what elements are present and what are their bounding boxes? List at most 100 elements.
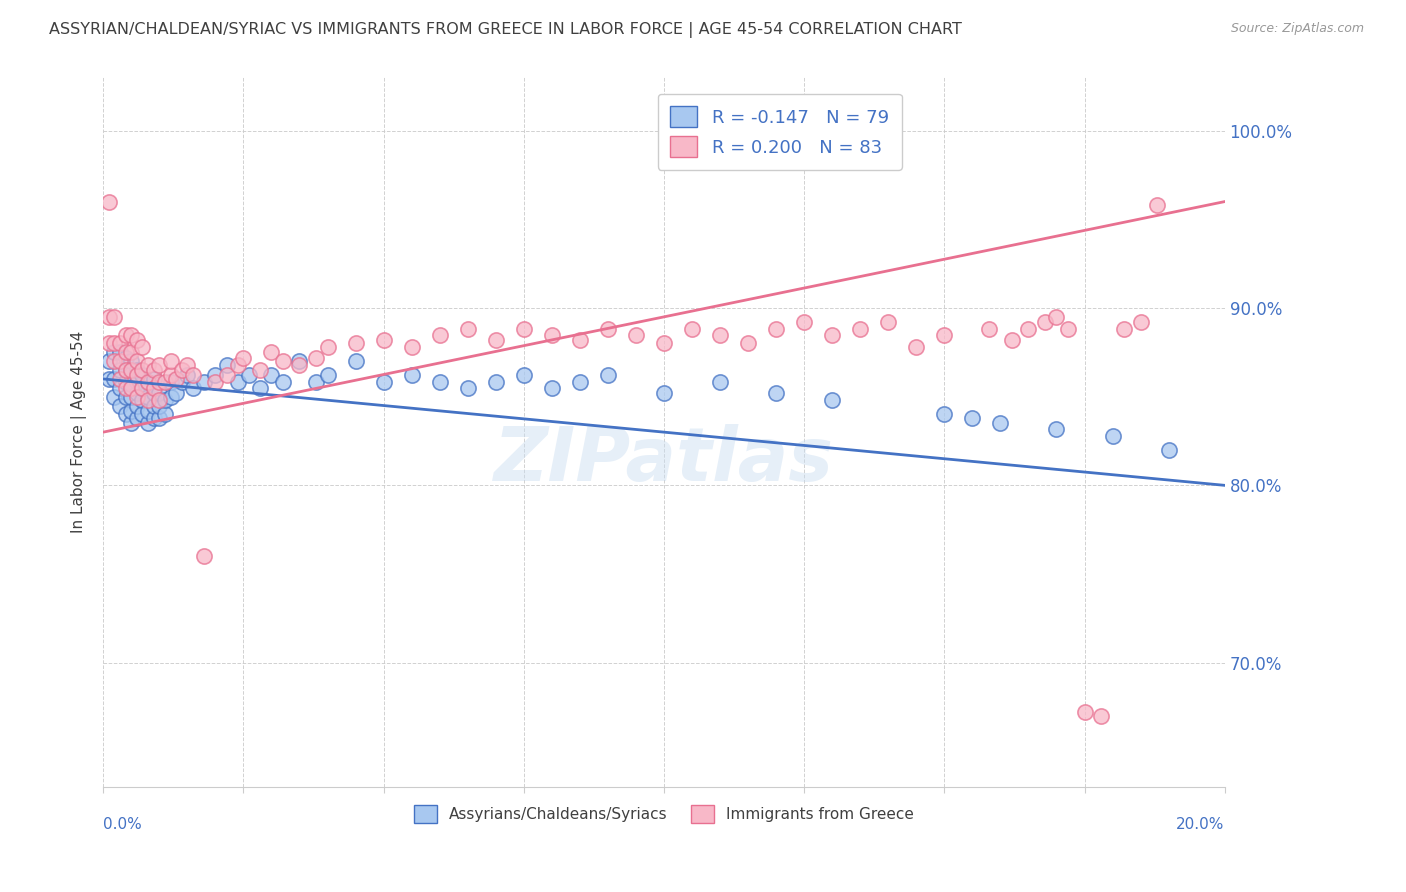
Point (120, 404, 142, 418)
Point (170, 363, 193, 377)
Point (125, 411, 148, 425)
Text: 0.0%: 0.0% (103, 817, 142, 832)
Point (114, 376, 136, 390)
Point (125, 399, 148, 413)
Point (232, 351, 254, 365)
Point (131, 340, 153, 354)
Point (765, 386, 787, 401)
Point (204, 376, 226, 390)
Point (120, 381, 142, 395)
Point (108, 399, 131, 413)
Point (131, 381, 153, 395)
Point (249, 363, 271, 377)
Point (215, 368, 238, 383)
Point (1090, 709, 1112, 723)
Point (1129, 315, 1152, 329)
Point (1073, 706, 1095, 720)
Text: Source: ZipAtlas.com: Source: ZipAtlas.com (1230, 22, 1364, 36)
Point (125, 368, 148, 383)
Point (108, 372, 131, 386)
Point (596, 368, 619, 383)
Point (159, 376, 181, 390)
Point (170, 376, 193, 390)
Text: ZIPatlas: ZIPatlas (494, 424, 834, 497)
Point (142, 372, 165, 386)
Point (103, 354, 125, 368)
Point (125, 376, 148, 390)
Point (540, 327, 562, 342)
Point (176, 368, 198, 383)
Point (165, 386, 187, 401)
Point (148, 376, 170, 390)
Point (429, 327, 451, 342)
Point (120, 345, 142, 359)
Point (905, 340, 928, 354)
Point (125, 363, 148, 377)
Y-axis label: In Labor Force | Age 45-54: In Labor Force | Age 45-54 (72, 331, 87, 533)
Point (540, 381, 562, 395)
Point (344, 354, 367, 368)
Point (1045, 310, 1067, 324)
Text: ASSYRIAN/CHALDEAN/SYRIAC VS IMMIGRANTS FROM GREECE IN LABOR FORCE | AGE 45-54 CO: ASSYRIAN/CHALDEAN/SYRIAC VS IMMIGRANTS F… (49, 22, 962, 38)
Point (153, 393, 176, 408)
Point (316, 340, 339, 354)
Point (136, 376, 159, 390)
Point (148, 358, 170, 372)
Point (108, 363, 131, 377)
Point (709, 327, 731, 342)
Point (114, 408, 136, 422)
Point (108, 381, 131, 395)
Point (429, 376, 451, 390)
Point (97, 194, 120, 209)
Point (652, 336, 675, 351)
Point (125, 390, 148, 404)
Point (681, 322, 703, 336)
Point (737, 336, 759, 351)
Point (1017, 322, 1039, 336)
Point (1045, 421, 1067, 435)
Point (136, 390, 159, 404)
Point (1001, 333, 1024, 347)
Point (165, 372, 187, 386)
Point (226, 376, 249, 390)
Point (125, 354, 148, 368)
Point (103, 372, 125, 386)
Point (120, 390, 142, 404)
Point (226, 358, 249, 372)
Point (401, 340, 423, 354)
Point (136, 404, 159, 418)
Point (288, 354, 311, 368)
Point (103, 310, 125, 324)
Point (125, 386, 148, 401)
Point (148, 393, 170, 408)
Point (401, 368, 423, 383)
Point (97, 372, 120, 386)
Point (260, 345, 283, 359)
Point (108, 345, 131, 359)
Point (979, 322, 1001, 336)
Point (457, 381, 479, 395)
Point (136, 376, 159, 390)
Point (103, 345, 125, 359)
Point (108, 336, 131, 351)
Point (153, 376, 176, 390)
Point (114, 390, 136, 404)
Point (136, 417, 159, 431)
Point (1056, 322, 1078, 336)
Point (142, 386, 165, 401)
Point (120, 363, 142, 377)
Point (114, 363, 136, 377)
Point (457, 322, 479, 336)
Point (568, 333, 591, 347)
Point (148, 411, 170, 425)
Point (765, 322, 787, 336)
Point (131, 408, 153, 422)
Point (316, 368, 339, 383)
Point (153, 408, 176, 422)
Point (288, 358, 311, 372)
Point (142, 399, 165, 413)
Point (125, 333, 148, 347)
Point (103, 336, 125, 351)
Point (1146, 198, 1168, 212)
Point (131, 363, 153, 377)
